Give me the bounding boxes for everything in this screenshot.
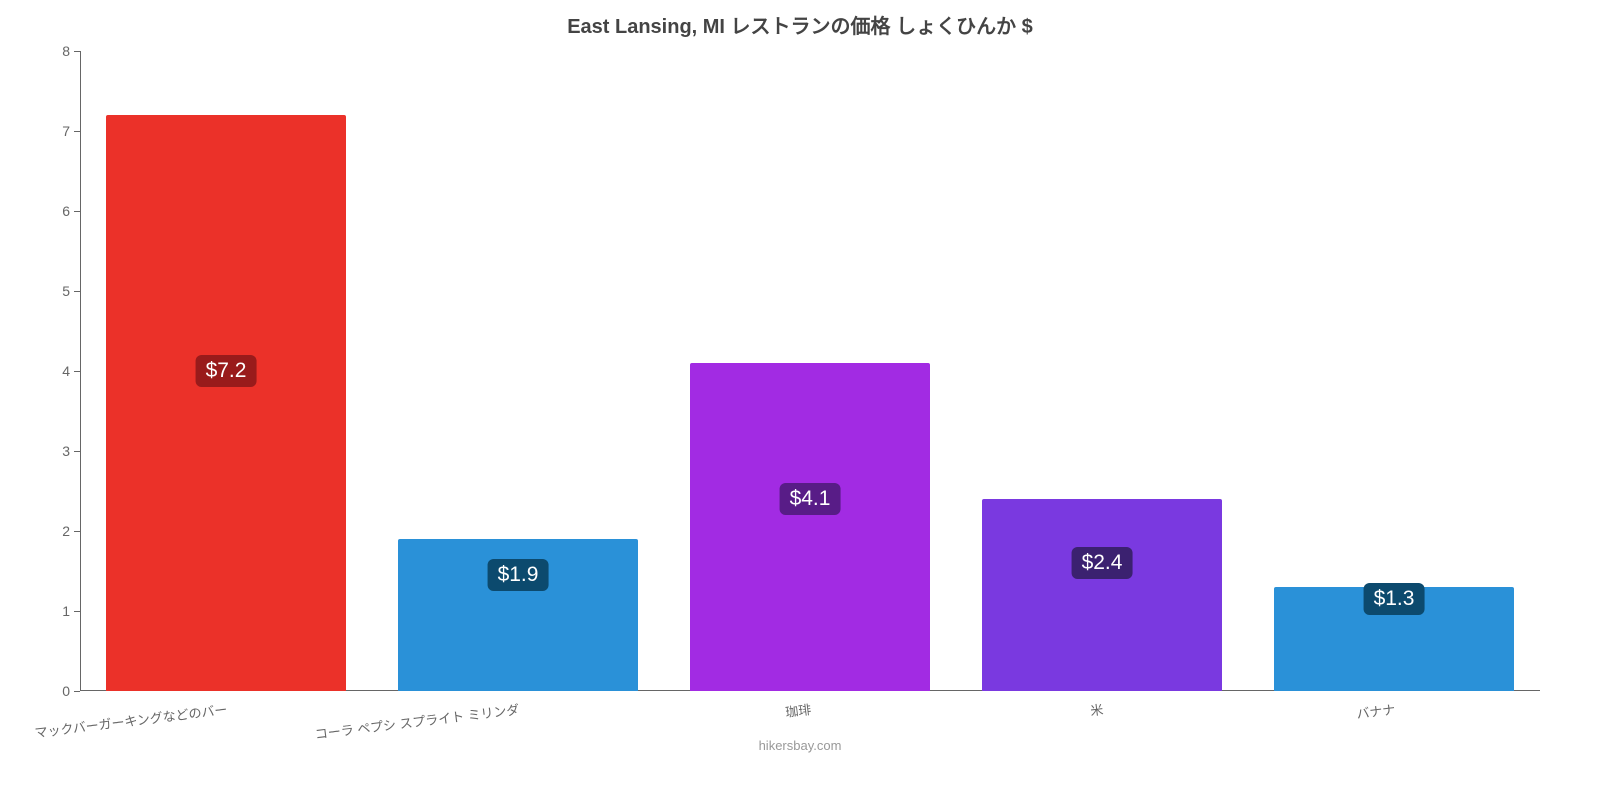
price-bar-chart: East Lansing, MI レストランの価格 しょくひんか $ 0 1 2 3 4… — [50, 10, 1550, 790]
ytick-label: 0 — [50, 683, 70, 699]
ytick-label: 6 — [50, 203, 70, 219]
ytick-label: 5 — [50, 283, 70, 299]
ytick-label: 2 — [50, 523, 70, 539]
ytick-mark — [74, 371, 80, 372]
bar — [982, 499, 1221, 691]
value-badge: $7.2 — [196, 355, 257, 387]
ytick-mark — [74, 451, 80, 452]
value-badge: $1.9 — [488, 559, 549, 591]
ytick-mark — [74, 611, 80, 612]
ytick-label: 1 — [50, 603, 70, 619]
ytick-mark — [74, 131, 80, 132]
plot-region: 012345678$7.2マックバーガーキングなどのバー$1.9コーラ ペプシ … — [50, 51, 1540, 691]
ytick-mark — [74, 531, 80, 532]
ytick-mark — [74, 211, 80, 212]
ytick-label: 4 — [50, 363, 70, 379]
ytick-mark — [74, 51, 80, 52]
ytick-label: 7 — [50, 123, 70, 139]
bar — [690, 363, 929, 691]
attribution-text: hikersbay.com — [50, 738, 1550, 753]
value-badge: $4.1 — [780, 483, 841, 515]
value-badge: $2.4 — [1072, 547, 1133, 579]
ytick-mark — [74, 691, 80, 692]
chart-title: East Lansing, MI レストランの価格 しょくひんか $ — [50, 10, 1550, 39]
bar — [106, 115, 345, 691]
ytick-mark — [74, 291, 80, 292]
value-badge: $1.3 — [1364, 583, 1425, 615]
ytick-label: 3 — [50, 443, 70, 459]
ytick-label: 8 — [50, 43, 70, 59]
